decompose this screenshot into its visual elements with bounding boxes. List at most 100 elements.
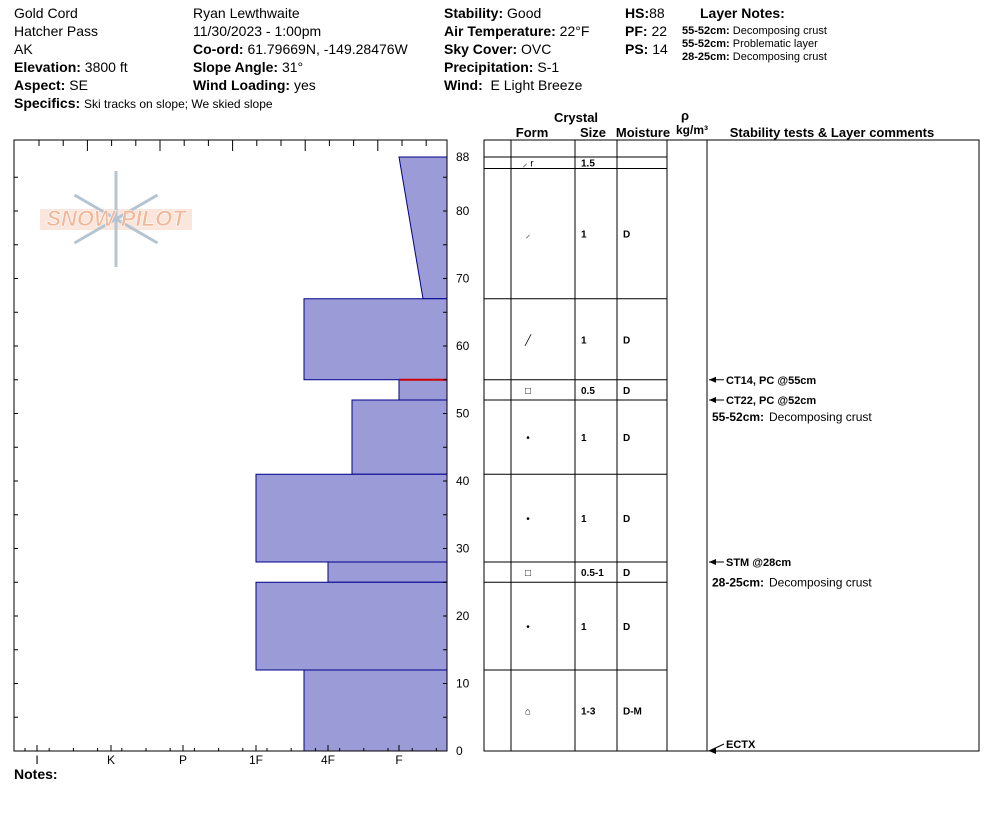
wind-loading: Wind Loading: yes xyxy=(193,76,316,94)
aspect-label: Aspect: xyxy=(14,77,66,93)
layer-table: ⸝ r 1.5 ⸝ 1 D ╱ 1 D □ 0.5 D • 1 D • 1 D □ 0.5-1 D • 1 D ⌂ 1-3 D-M xyxy=(483,139,980,752)
moisture-value: D xyxy=(623,433,630,444)
pf: PF: 22 xyxy=(625,22,667,40)
grain-size: 1 xyxy=(581,230,587,241)
slope-label: Slope Angle: xyxy=(193,59,279,75)
grain-form-symbol: ⸝ r xyxy=(522,159,534,170)
precip-value: S-1 xyxy=(537,59,560,75)
wind: Wind: E Light Breeze xyxy=(444,76,582,94)
grain-size: 1 xyxy=(581,514,587,525)
depth-tick-label: 70 xyxy=(456,272,470,286)
density-header: kg/m³ xyxy=(676,123,708,137)
grain-size: 1 xyxy=(581,622,587,633)
hardness-bar xyxy=(303,298,448,381)
depth-axis: 0 10 20 30 40 50 60 70 80 88 xyxy=(14,150,470,758)
hardness-tick-label: K xyxy=(107,753,115,767)
layer-note: 28-25cm: Decomposing crust xyxy=(682,51,827,64)
wind-value: E Light Breeze xyxy=(490,77,583,93)
grain-size: 1-3 xyxy=(581,707,596,718)
grain-size: 1.5 xyxy=(581,159,595,170)
moisture-value: D xyxy=(623,622,630,633)
depth-tick-label: 0 xyxy=(456,744,463,758)
form-header: Form xyxy=(516,125,549,140)
stability-test: CT14, PC @55cm xyxy=(726,375,816,387)
hardness-bar xyxy=(255,581,448,671)
hs-label: HS: xyxy=(625,5,650,21)
stability: Stability: Good xyxy=(444,4,541,22)
hs-value: 88 xyxy=(649,5,665,21)
test-arrowhead xyxy=(709,559,716,565)
layer-comment-text: Decomposing crust xyxy=(769,575,872,589)
layer-comment-label: 28-25cm: xyxy=(712,575,764,589)
layer-note-text: Decomposing crust xyxy=(732,25,827,37)
moisture-value: D xyxy=(623,568,630,579)
grain-size: 0.5 xyxy=(581,386,595,397)
air-temperature: Air Temperature: 22°F xyxy=(444,22,589,40)
depth-tick-label: 88 xyxy=(456,150,470,164)
slope-value: 31° xyxy=(281,59,304,75)
moisture-value: D xyxy=(623,230,630,241)
observer: Ryan Lewthwaite xyxy=(193,5,300,21)
coord-label: Co-ord: xyxy=(193,41,244,57)
specifics-label: Specifics: xyxy=(14,95,81,111)
hardness-bar xyxy=(398,379,448,401)
stability-test: CT22, PC @52cm xyxy=(726,395,816,407)
layer-note: 55-52cm: Decomposing crust xyxy=(682,25,827,38)
layer-comment-label: 55-52cm: xyxy=(712,410,764,424)
moisture-value: D xyxy=(623,514,630,525)
hardness-tick-label: I xyxy=(35,753,38,767)
specifics: Specifics: Ski tracks on slope; We skied… xyxy=(14,94,273,113)
layer-note-text: Problematic layer xyxy=(732,38,818,50)
rho-header: ρ xyxy=(681,108,689,123)
coord-value: 61.79669N, -149.28476W xyxy=(247,41,408,57)
hardness-tick-label: F xyxy=(395,753,402,767)
hs: HS:88 xyxy=(625,4,665,22)
elevation: Elevation: 3800 ft xyxy=(14,58,128,76)
hardness-tick-label: P xyxy=(179,753,187,767)
aspect: Aspect: SE xyxy=(14,76,88,94)
wind-loading-label: Wind Loading: xyxy=(193,77,291,93)
grain-size: 1 xyxy=(581,433,587,444)
comments-header: Stability tests & Layer comments xyxy=(730,125,934,140)
grain-form-symbol: • xyxy=(526,514,530,525)
table-frame xyxy=(483,139,980,752)
sky-label: Sky Cover: xyxy=(444,41,518,57)
notes-label: Notes: xyxy=(14,766,58,782)
top-ticks xyxy=(38,140,427,151)
hardness-bar xyxy=(255,473,448,563)
stability-label: Stability: xyxy=(444,5,504,21)
elevation-value: 3800 ft xyxy=(84,59,128,75)
specifics-value: Ski tracks on slope; We skied slope xyxy=(84,97,273,111)
area-name: Hatcher Pass xyxy=(14,23,99,39)
layer-note-range: 55-52cm: xyxy=(682,38,730,50)
depth-tick-label: 50 xyxy=(456,407,470,421)
stability-test: ECTX xyxy=(726,739,756,751)
hardness-tick-label: 4F xyxy=(321,753,335,767)
grain-form-symbol: ⸝ xyxy=(526,230,531,241)
layer-notes-title: Layer Notes: xyxy=(700,5,785,21)
grain-form-symbol: • xyxy=(526,622,530,633)
ps-value: 14 xyxy=(652,41,668,57)
test-arrowhead xyxy=(709,748,716,754)
snowpilot-logo: SNOW PILOT xyxy=(40,171,192,267)
state: AK xyxy=(14,41,33,57)
hardness-bar xyxy=(303,669,448,752)
sky-cover: Sky Cover: OVC xyxy=(444,40,551,58)
wind-label: Wind: xyxy=(444,77,483,93)
grain-form-symbol: • xyxy=(526,433,530,444)
layer-note-range: 55-52cm: xyxy=(682,25,730,37)
slope-angle: Slope Angle: 31° xyxy=(193,58,303,76)
aspect-value: SE xyxy=(69,77,88,93)
moisture-header: Moisture xyxy=(616,125,670,140)
moisture-value: D xyxy=(623,386,630,397)
grain-form-symbol: ⌂ xyxy=(525,707,531,718)
hardness-bar xyxy=(351,399,448,475)
layer-comment-text: Decomposing crust xyxy=(769,410,872,424)
test-arrowhead xyxy=(709,376,716,383)
depth-tick-label: 20 xyxy=(456,609,470,623)
sky-value: OVC xyxy=(521,41,552,57)
depth-tick-label: 30 xyxy=(456,542,470,556)
depth-tick-label: 80 xyxy=(456,204,470,218)
grain-form-symbol: □ xyxy=(525,386,531,397)
